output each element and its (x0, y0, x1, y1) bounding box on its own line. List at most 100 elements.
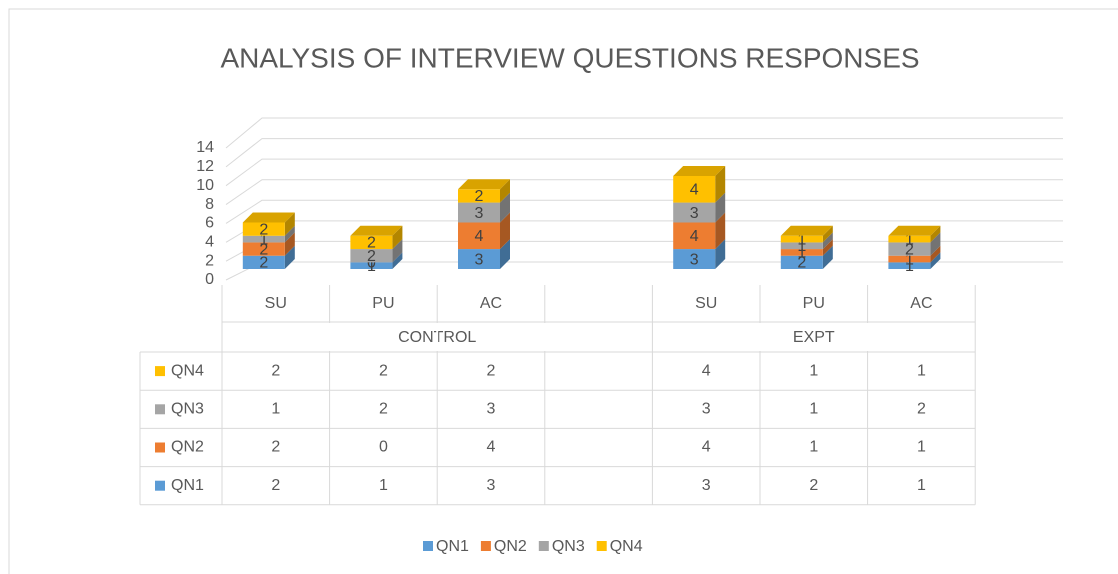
y-tick-label: 2 (205, 252, 214, 269)
table-cell: 3 (702, 401, 711, 418)
data-label: 3 (475, 205, 484, 222)
y-tick-label: 10 (196, 177, 214, 194)
legend-key (423, 541, 433, 551)
table-cell: 4 (702, 362, 711, 379)
bar-top (350, 225, 403, 236)
y-tick-label: 14 (196, 139, 214, 156)
bar (242, 242, 285, 256)
legend-label: QN1 (436, 538, 469, 555)
table-cell: 1 (809, 362, 818, 379)
data-label: 2 (259, 255, 268, 272)
table-cell: 4 (702, 439, 711, 456)
data-label: 1 (797, 245, 806, 262)
table-cell: 2 (271, 477, 280, 494)
y-tick-label: 12 (196, 158, 214, 175)
table-cell: 3 (487, 477, 496, 494)
bar-side (715, 166, 726, 203)
table-series-label: QN1 (171, 477, 204, 494)
legend-key (596, 541, 607, 551)
table-cell: 2 (487, 362, 496, 379)
grid-line (225, 158, 1063, 187)
data-label: 4 (475, 228, 484, 245)
table-cell: 2 (379, 362, 388, 379)
data-label: 1 (367, 258, 376, 275)
bar (458, 222, 500, 250)
bar-side (715, 239, 726, 269)
bar (780, 255, 823, 269)
bar (888, 242, 931, 256)
data-label: 2 (259, 241, 268, 258)
table-series-label: QN2 (171, 439, 204, 456)
table-series-label: QN4 (171, 362, 204, 379)
data-label: 2 (475, 188, 484, 205)
data-label: 1 (905, 258, 914, 275)
y-tick-label: 0 (205, 271, 214, 288)
bar-side (930, 245, 941, 263)
bar (242, 222, 285, 236)
bar (458, 189, 500, 203)
table-cell: 0 (379, 439, 388, 456)
table-cell: 1 (917, 362, 926, 379)
table-cell: 2 (809, 477, 818, 494)
bar-side (822, 232, 833, 250)
bar-top (242, 212, 295, 223)
table-series-label: QN3 (171, 401, 204, 418)
table-cell: 2 (271, 439, 280, 456)
x-tick-label: AC (480, 295, 502, 312)
legend-key (480, 541, 491, 551)
legend-label: QN4 (610, 538, 643, 555)
bar (673, 222, 716, 250)
bar-side (930, 252, 941, 269)
table-cell: 3 (702, 477, 711, 494)
bar-side (822, 245, 833, 269)
table-legend-key (155, 404, 165, 415)
legend-label: QN3 (552, 538, 585, 555)
table-cell: 1 (379, 477, 388, 494)
data-label: 2 (259, 221, 268, 238)
chart-title: ANALYSIS OF INTERVIEW QUESTIONS RESPONSE… (220, 42, 919, 73)
grid-line (225, 179, 1063, 205)
bar-side (392, 239, 403, 263)
table-cell: 2 (379, 401, 388, 418)
data-label: 3 (690, 251, 699, 268)
bar-side (500, 179, 510, 203)
data-label: 1 (797, 231, 806, 248)
table-cell: 1 (917, 439, 926, 456)
data-label: 2 (367, 248, 376, 265)
bar (888, 262, 931, 269)
chart-frame (8, 8, 1118, 574)
grid-line (225, 199, 1063, 224)
bar-side (500, 212, 510, 250)
bar (673, 176, 716, 203)
bar-side (930, 225, 941, 243)
table-cell: 1 (917, 477, 926, 494)
bar-top (673, 166, 726, 176)
bar (780, 249, 823, 256)
data-label: 4 (690, 182, 699, 199)
x-tick-label: SU (695, 295, 717, 312)
bar (350, 262, 393, 269)
bar (242, 235, 285, 243)
bar (673, 249, 716, 269)
grid-line (225, 117, 1063, 149)
data-label: 2 (905, 241, 914, 258)
bar (350, 249, 393, 263)
data-label: 1 (797, 238, 806, 255)
bar (888, 255, 931, 263)
bar-side (715, 212, 726, 250)
data-label: 1 (905, 251, 914, 268)
table-cell: 2 (271, 362, 280, 379)
table-cell: 1 (271, 401, 280, 418)
table-cell: 1 (809, 439, 818, 456)
bar-side (822, 225, 833, 243)
table-cell: 1 (809, 401, 818, 418)
bar-side (715, 192, 726, 223)
bar (242, 255, 285, 269)
table-cell: 4 (487, 439, 496, 456)
legend-label: QN2 (494, 538, 527, 555)
bar-top (888, 225, 941, 236)
bar-side (284, 245, 295, 269)
data-label: 2 (797, 255, 806, 272)
x-tick-label: AC (910, 295, 932, 312)
